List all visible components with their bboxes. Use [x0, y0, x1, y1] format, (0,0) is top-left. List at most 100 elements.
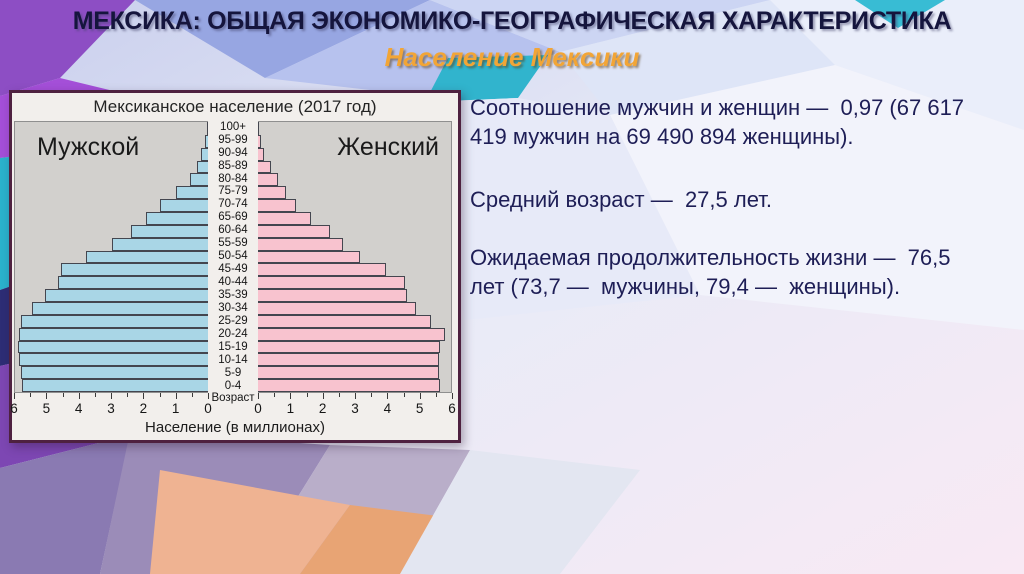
axis-tick-label: 2	[318, 401, 327, 416]
male-population-bar	[86, 250, 208, 264]
axis-tick-label: 5	[415, 401, 424, 416]
male-population-bar	[20, 366, 208, 380]
male-side-label: Мужской	[37, 133, 140, 161]
page-subtitle: Население Мексики	[384, 42, 640, 72]
fact-line: Соотношение мужчин и женщин — 0,97 (67 6…	[470, 95, 965, 120]
axis-tick	[419, 393, 421, 399]
age-group-label: 80-84	[218, 172, 248, 185]
axis-tick	[159, 393, 161, 397]
male-population-bar	[44, 289, 208, 302]
male-population-bar	[22, 379, 208, 392]
fact-line: Средний возраст — 27,5 лет.	[470, 187, 772, 212]
male-population-bar	[19, 327, 208, 341]
axis-tick-label: 1	[286, 401, 295, 416]
male-population-bar	[176, 186, 208, 200]
axis-tick	[111, 393, 112, 399]
axis-tick	[387, 393, 389, 399]
axis-tick-label: 3	[107, 401, 115, 416]
pyramid-age-column: 100+ 95-99 90-94 85-89 80-84 75-79 70-74 65-69 6…	[208, 121, 258, 393]
male-population-bar	[19, 353, 208, 367]
age-group-label: 55-59	[218, 237, 248, 250]
axis-tick	[94, 393, 96, 397]
pyramid-female-plot: Женский	[258, 121, 452, 393]
male-population-bar	[190, 173, 208, 187]
x-axis-title: Население (в миллионах)	[145, 419, 325, 436]
male-population-bar	[207, 122, 208, 135]
female-population-bar	[258, 237, 343, 251]
age-group-label: 90-94	[218, 146, 248, 159]
age-group-label: 15-19	[218, 340, 248, 353]
female-population-bar	[258, 122, 259, 135]
axis-tick-label: 0	[204, 401, 212, 416]
male-population-bar	[200, 147, 208, 161]
axis-tick	[403, 393, 405, 397]
axis-tick	[371, 393, 373, 397]
axis-tick-label: 3	[351, 401, 359, 416]
female-population-bar	[258, 366, 439, 380]
female-population-bar	[258, 212, 311, 225]
age-group-label: 60-64	[218, 224, 248, 237]
female-axis-tick-labels: 0 1 2 3 4 5 6	[254, 401, 456, 417]
age-group-label: 10-14	[218, 353, 248, 366]
axis-tick	[290, 393, 292, 399]
male-axis-tick-labels: 6 5 4 3 2 1 0	[10, 401, 212, 417]
age-group-label: 40-44	[218, 276, 248, 289]
age-group-label: 85-89	[218, 159, 248, 172]
female-population-bar	[258, 186, 287, 200]
age-group-label: 95-99	[218, 133, 248, 146]
male-population-bar	[160, 199, 208, 212]
male-population-bar	[145, 212, 208, 225]
male-population-bar	[32, 302, 208, 315]
axis-tick	[258, 393, 259, 399]
axis-tick	[78, 393, 80, 399]
male-population-bar	[196, 160, 208, 174]
male-axis-ticks	[14, 393, 209, 400]
female-population-bar	[258, 147, 265, 161]
fact-line: лет (73,7 — мужчины, 79,4 — женщины).	[470, 274, 901, 299]
age-group-label: 100+	[220, 120, 246, 133]
axis-tick	[435, 393, 437, 397]
axis-tick	[14, 393, 15, 399]
axis-tick	[274, 393, 276, 397]
fact-life-expectancy: Ожидаемая продолжительность жизни — 76,5…	[470, 243, 1018, 301]
female-population-bar	[258, 289, 407, 302]
male-population-bar	[17, 340, 208, 354]
axis-tick-label: 2	[139, 401, 148, 416]
age-group-label: 35-39	[218, 289, 248, 302]
fact-line: Ожидаемая продолжительность жизни — 76,5	[470, 245, 951, 270]
page-title: МЕКСИКА: ОБЩАЯ ЭКОНОМИКО-ГЕОГРАФИЧЕСКАЯ …	[72, 7, 952, 35]
female-population-bar	[258, 276, 406, 290]
axis-tick	[338, 393, 340, 397]
axis-tick	[62, 393, 64, 397]
axis-tick-label: 1	[171, 401, 180, 416]
female-population-bar	[258, 173, 278, 187]
fact-sex-ratio: Соотношение мужчин и женщин — 0,97 (67 6…	[470, 93, 1018, 151]
age-group-label: 70-74	[218, 198, 248, 211]
fact-median-age: Средний возраст — 27,5 лет.	[470, 185, 1018, 214]
axis-tick	[306, 393, 308, 397]
age-group-label: 30-34	[218, 302, 248, 315]
age-group-label: 45-49	[218, 263, 248, 276]
age-group-label: 25-29	[218, 315, 248, 328]
axis-tick	[143, 393, 145, 399]
female-population-bar	[258, 353, 439, 367]
chart-title: Мексиканское население (2017 год)	[93, 97, 377, 116]
axis-tick	[452, 393, 453, 399]
age-group-label: 75-79	[218, 185, 248, 198]
female-population-bar	[258, 199, 297, 212]
female-population-bar	[258, 379, 441, 392]
female-population-bar	[258, 134, 262, 148]
age-group-label: 20-24	[218, 327, 248, 340]
axis-tick-label: 4	[383, 401, 392, 416]
male-population-bar	[57, 276, 208, 290]
male-population-bar	[204, 134, 208, 148]
female-axis-ticks	[258, 393, 453, 400]
axis-tick-label: 4	[74, 401, 83, 416]
female-population-bar	[258, 314, 431, 328]
male-population-bar	[112, 237, 208, 251]
population-pyramid-panel: Мексиканское население (2017 год) Мужско…	[9, 90, 461, 443]
male-population-bar	[131, 224, 208, 238]
age-axis-title: Возраст	[211, 392, 255, 404]
axis-tick	[127, 393, 129, 397]
